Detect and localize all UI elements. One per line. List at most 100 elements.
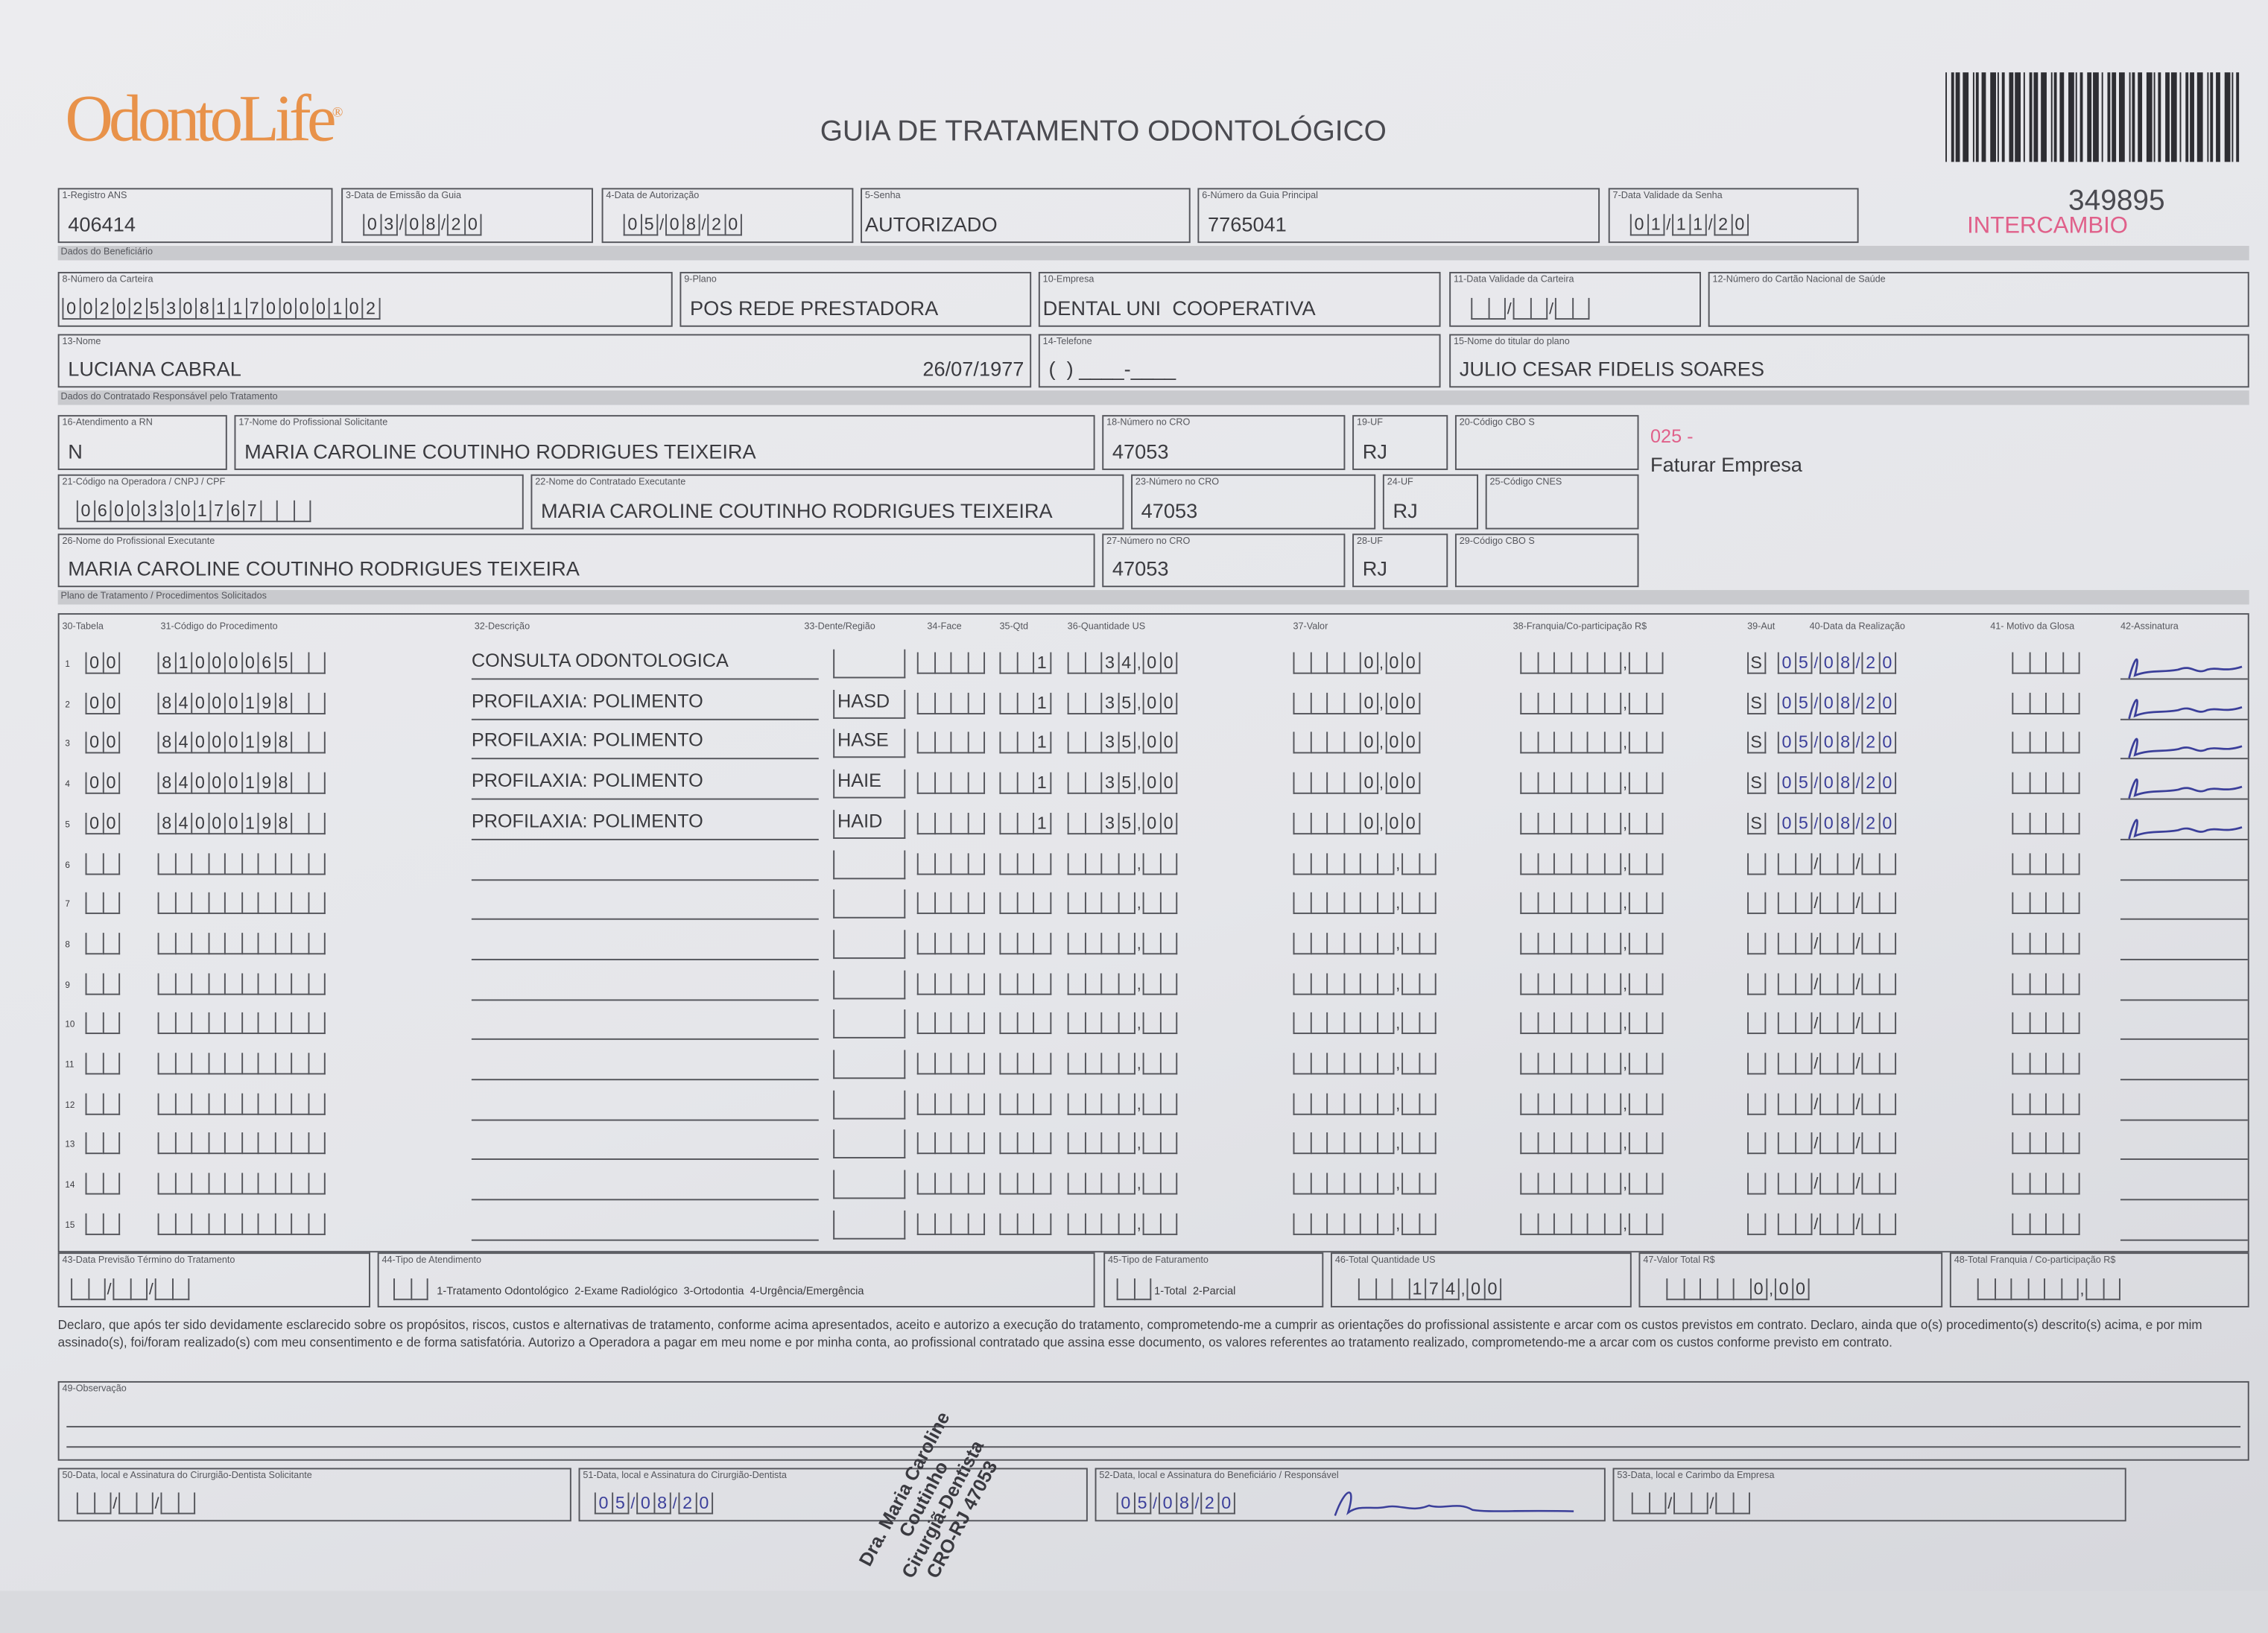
- field-guia-principal[interactable]: 6-Número da Guia Principal 7765041: [1197, 188, 1600, 244]
- assinatura-cell[interactable]: [2120, 850, 2248, 881]
- assinatura-cell[interactable]: [2120, 729, 2248, 760]
- assinatura-cell[interactable]: [2120, 1210, 2248, 1241]
- separator: /: [1814, 775, 1819, 793]
- digit-cell: [2044, 1278, 2061, 1301]
- field-assinatura-solicitante[interactable]: 50-Data, local e Assinatura do Cirurgião…: [57, 1468, 571, 1522]
- table-row[interactable]: 2 0 0 8 4 0 0 0 1 9 8 PROFILAXIA: POLIMENTO HASD 1 3 5,…: [60, 687, 2251, 726]
- digit-cell: [950, 1093, 967, 1115]
- field-validade-senha[interactable]: 7-Data Validade da Senha 0 1/1 1/2 0: [1608, 188, 1859, 244]
- field-carimbo-empresa[interactable]: 53-Data, local e Carimbo da Empresa / /: [1612, 1468, 2126, 1522]
- field-cbo-29[interactable]: 29-Código CBO S: [1454, 533, 1639, 588]
- table-row[interactable]: 4 0 0 8 4 0 0 0 1 9 8 PROFILAXIA: POLIMENTO HAIE 1 3 5,…: [60, 767, 2251, 805]
- field-cartao-nacional[interactable]: 12-Número do Cartão Nacional de Saúde: [1708, 271, 2249, 327]
- table-row[interactable]: 14,,, / /: [60, 1167, 2251, 1206]
- field-validade-carteira[interactable]: 11-Data Validade da Carteira / /: [1449, 271, 1701, 327]
- digit-cell: [307, 852, 326, 875]
- assinatura-cell[interactable]: [2120, 1050, 2248, 1081]
- checkbox[interactable]: [1116, 1278, 1152, 1301]
- section-plano: Plano de Tratamento / Procedimentos Soli…: [57, 590, 2249, 605]
- handwritten-signature: [2128, 698, 2243, 719]
- field-codigo-operadora[interactable]: 21-Código na Operadora / CNPJ / CPF 0 6 0 0 3…: [57, 474, 524, 530]
- field-senha[interactable]: 5-Senha AUTORIZADO: [861, 188, 1191, 244]
- digit-cell: [916, 1012, 934, 1035]
- table-row[interactable]: 15,,, / /: [60, 1208, 2251, 1246]
- field-cbo-20[interactable]: 20-Código CBO S: [1454, 415, 1639, 470]
- table-row[interactable]: 12,,, / /: [60, 1087, 2251, 1126]
- digit-cell: 3: [1100, 652, 1118, 674]
- field-observacao[interactable]: 49-Observação: [57, 1380, 2249, 1461]
- table-row[interactable]: 5 0 0 8 4 0 0 0 1 9 8 PROFILAXIA: POLIMENTO HAID 1 3 5,…: [60, 807, 2251, 846]
- barcode-bar: [2068, 72, 2074, 162]
- field-assinatura-dentista[interactable]: 51-Data, local e Assinatura do Cirurgião…: [578, 1468, 1088, 1522]
- table-row[interactable]: 11,,, / /: [60, 1047, 2251, 1086]
- field-tipo-faturamento[interactable]: 45-Tipo de Faturamento 1-Total 2-Parcial: [1103, 1252, 1324, 1307]
- table-row[interactable]: 3 0 0 8 4 0 0 0 1 9 8 PROFILAXIA: POLIMENTO HASE 1 3 5,…: [60, 726, 2251, 765]
- field-nome[interactable]: 13-Nome LUCIANA CABRAL 26/07/1977: [57, 334, 1032, 388]
- assinatura-cell[interactable]: [2120, 810, 2248, 840]
- digit-cell: [1836, 932, 1854, 955]
- field-registro-ans[interactable]: 1-Registro ANS 406414: [57, 188, 333, 244]
- field-cro-18[interactable]: 18-Número no CRO 47053: [1102, 415, 1346, 470]
- digit-cell: [1747, 1012, 1766, 1035]
- digit-cell: [1343, 812, 1360, 834]
- field-titular[interactable]: 15-Nome do titular do plano JULIO CESAR F…: [1449, 334, 2249, 388]
- assinatura-cell[interactable]: [2120, 1130, 2248, 1161]
- assinatura-cell[interactable]: [2120, 1010, 2248, 1041]
- aut-cell: S: [1747, 652, 1766, 674]
- field-cro-27[interactable]: 27-Número no CRO 47053: [1102, 533, 1346, 588]
- assinatura-cell[interactable]: [2120, 1170, 2248, 1201]
- tabela-cell: [85, 1053, 121, 1075]
- field-assinatura-beneficiario[interactable]: 52-Data, local e Assinatura do Beneficiá…: [1095, 1468, 1606, 1522]
- field-data-emissao[interactable]: 3-Data de Emissão da Guia 0 3/0 8/2 0: [341, 188, 593, 244]
- field-uf-19[interactable]: 19-UF RJ: [1352, 415, 1448, 470]
- row-number: 12: [65, 1101, 75, 1111]
- table-row[interactable]: 6,,, / /: [60, 847, 2251, 886]
- digit-cell: [1376, 1093, 1395, 1115]
- table-row[interactable]: 9,,, / /: [60, 967, 2251, 1006]
- cell-group: [1067, 932, 1135, 955]
- field-empresa[interactable]: 10-Empresa DENTAL UNI COOPERATIVA: [1038, 271, 1441, 327]
- field-total-franquia[interactable]: 48-Total Franquia / Co-participação R$,: [1949, 1252, 2249, 1307]
- digit-cell: [1326, 772, 1343, 794]
- field-plano[interactable]: 9-Plano POS REDE PRESTADORA: [680, 271, 1032, 327]
- digit-cell: [1603, 892, 1622, 915]
- table-row[interactable]: 13,,, / /: [60, 1127, 2251, 1166]
- assinatura-cell[interactable]: [2120, 650, 2248, 680]
- cell-group: [916, 732, 986, 755]
- digit-cell: [1536, 1053, 1553, 1075]
- field-data-autorizacao[interactable]: 4-Data de Autorização 0 5/0 8/2 0: [601, 188, 854, 244]
- field-carteira[interactable]: 8-Número da Carteira 0 0 2 0 2 5 3 0 8 1 1 7 0 0 0 0 1 0 2: [57, 271, 673, 327]
- field-valor-total[interactable]: 47-Valor Total R$ 0, 0 0: [1638, 1252, 1943, 1307]
- field-cro-23[interactable]: 23-Número no CRO 47053: [1131, 474, 1376, 530]
- digit-cell: [1628, 652, 1646, 674]
- field-uf-28[interactable]: 28-UF RJ: [1352, 533, 1448, 588]
- field-total-us[interactable]: 46-Total Quantidade US 1 7 4, 0 0: [1330, 1252, 1632, 1307]
- table-row[interactable]: 7,,, / /: [60, 887, 2251, 925]
- assinatura-cell[interactable]: [2120, 970, 2248, 1001]
- field-profissional-executante[interactable]: 26-Nome do Profissional Executante MARIA …: [57, 533, 1095, 588]
- digit-cell: [291, 772, 308, 794]
- table-row[interactable]: 1 0 0 8 1 0 0 0 0 6 5 CONSULTA ODONTOLOGICA 1 3 4, 0 0 0,…: [60, 647, 2251, 685]
- assinatura-cell[interactable]: [2120, 1090, 2248, 1120]
- digit-cell: [2044, 972, 2062, 995]
- field-solicitante[interactable]: 17-Nome do Profissional Solicitante MARIA…: [234, 415, 1095, 470]
- digit-cell: [1016, 1173, 1033, 1195]
- field-uf-24[interactable]: 24-UF RJ: [1382, 474, 1479, 530]
- digit-cell: [1293, 1012, 1310, 1035]
- table-row[interactable]: 10,,, / /: [60, 1007, 2251, 1046]
- field-rn[interactable]: 16-Atendimento a RN N: [57, 415, 227, 470]
- field-tipo-atendimento[interactable]: 44-Tipo de Atendimento 1-Tratamento Odont…: [377, 1252, 1095, 1307]
- assinatura-cell[interactable]: [2120, 890, 2248, 921]
- field-cnes-25[interactable]: 25-Código CNES: [1485, 474, 1639, 530]
- assinatura-cell[interactable]: [2120, 770, 2248, 800]
- digit-cell: [1536, 1093, 1553, 1115]
- cell-group: [71, 1278, 106, 1301]
- table-row[interactable]: 8,,, / /: [60, 927, 2251, 965]
- field-telefone[interactable]: 14-Telefone( ) ____-____: [1038, 334, 1441, 388]
- checkbox[interactable]: [393, 1278, 428, 1301]
- assinatura-cell[interactable]: [2120, 930, 2248, 960]
- assinatura-cell[interactable]: [2120, 689, 2248, 720]
- field-contratado-executante[interactable]: 22-Nome do Contratado Executante MARIA CA…: [530, 474, 1124, 530]
- field-previsao[interactable]: 43-Data Previsão Término do Tratamento / /: [57, 1252, 370, 1307]
